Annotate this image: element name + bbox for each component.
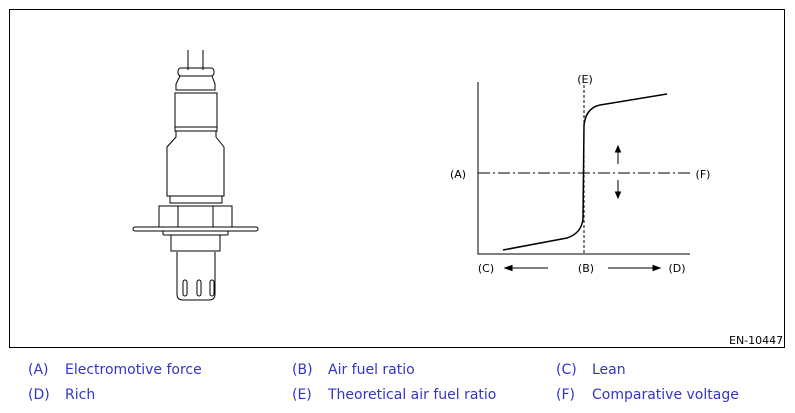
down-arrow-icon xyxy=(614,180,622,200)
legend-text-d: Rich xyxy=(65,387,96,403)
label-a: (A) xyxy=(450,168,466,181)
legend-text-a: Electromotive force xyxy=(65,362,202,378)
legend-key-d: (D) xyxy=(28,387,50,403)
legend-key-c: (C) xyxy=(556,362,577,378)
legend-text-c: Lean xyxy=(592,362,626,378)
figure-code: EN-10447 xyxy=(729,334,784,347)
legend-key-e: (E) xyxy=(292,387,312,403)
legend-text-b: Air fuel ratio xyxy=(328,362,415,378)
legend-key-f: (F) xyxy=(556,387,575,403)
legend-key-a: (A) xyxy=(28,362,49,378)
oxygen-sensor-illustration xyxy=(132,50,259,301)
legend-text-e: Theoretical air fuel ratio xyxy=(328,387,497,403)
label-d: (D) xyxy=(668,262,685,275)
legend-key-b: (B) xyxy=(292,362,313,378)
legend-text-f: Comparative voltage xyxy=(592,387,739,403)
lean-arrow-icon xyxy=(503,264,548,272)
label-c: (C) xyxy=(478,262,494,275)
diagram-frame xyxy=(9,9,785,348)
up-arrow-icon xyxy=(614,144,622,164)
graph-axes xyxy=(477,82,690,255)
label-e: (E) xyxy=(577,73,593,86)
label-f: (F) xyxy=(696,168,711,181)
rich-arrow-icon xyxy=(608,264,662,272)
characteristic-graph xyxy=(477,82,690,272)
output-curve xyxy=(502,93,668,251)
label-b: (B) xyxy=(578,262,594,275)
